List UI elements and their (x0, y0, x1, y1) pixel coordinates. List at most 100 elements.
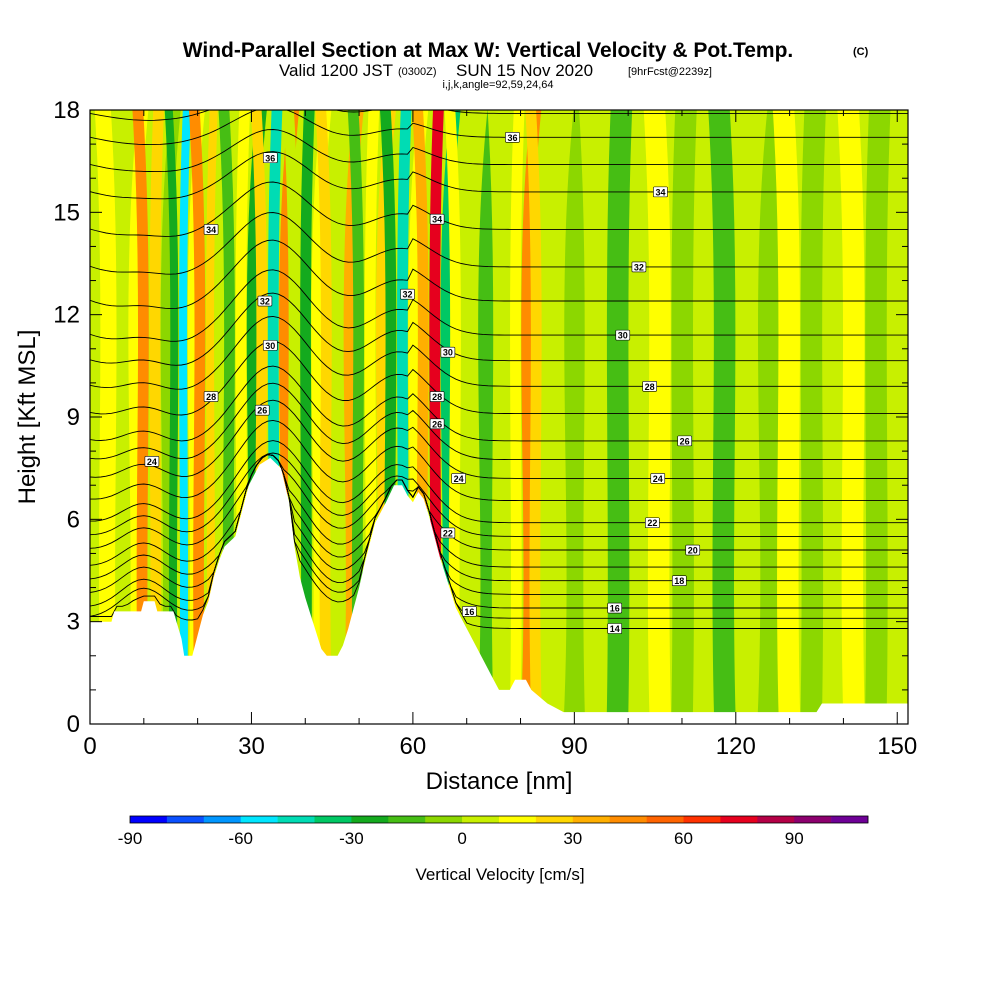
contour-label: 30 (615, 329, 631, 341)
colorbar-swatch (130, 816, 168, 823)
y-tick-label: 6 (67, 506, 80, 533)
contour-label: 16 (607, 602, 623, 614)
subtitle-section: i,j,k,angle=92,59,24,64 (442, 79, 553, 91)
contour-label-text: 28 (206, 392, 216, 402)
contour-label-text: 14 (610, 624, 620, 634)
contour-label-text: 16 (464, 607, 474, 617)
colorbar-swatch (572, 816, 610, 823)
y-tick-label: 15 (53, 199, 80, 226)
theta-contour (90, 399, 908, 479)
theta-contour (90, 419, 908, 502)
y-tick-label: 12 (53, 302, 80, 329)
x-axis: 0 30 60 90 120 150 (83, 110, 917, 760)
contour-label: 32 (257, 295, 273, 307)
colorbar-swatch (683, 816, 721, 823)
colorbar-swatch (277, 816, 315, 823)
contour-label: 36 (505, 131, 520, 143)
y-tick-label: 0 (67, 711, 80, 738)
contour-label-text: 26 (432, 419, 442, 429)
contour-label: 14 (607, 623, 623, 634)
x-tick-label: 90 (561, 733, 588, 760)
y-tick-label: 9 (67, 404, 80, 431)
theta-contour (90, 454, 908, 582)
y-axis-title: Height [Kft MSL] (14, 330, 41, 505)
velocity-band (525, 110, 543, 724)
terrain-mask (90, 457, 908, 724)
colorbar-tick-label: -60 (228, 829, 253, 848)
x-tick-label: 30 (238, 733, 265, 760)
contour-label: 24 (144, 456, 160, 467)
velocity-band (94, 110, 117, 724)
contour-label: 32 (631, 261, 647, 272)
theta-contour (90, 269, 908, 342)
contour-label-text: 28 (432, 392, 442, 402)
contour-label-text: 26 (257, 406, 267, 416)
contour-label: 32 (400, 288, 415, 300)
subtitle-forecast: [9hrFcst@2239z] (628, 66, 712, 78)
theta-contour (90, 110, 908, 121)
contour-label-text: 30 (265, 341, 275, 351)
contour-label-text: 28 (645, 382, 655, 392)
theta-contour (90, 129, 908, 173)
theta-contour (90, 212, 908, 275)
contour-label: 22 (440, 527, 456, 538)
colorbar-swatch (720, 816, 758, 823)
contour-label: 28 (203, 391, 219, 402)
velocity-band (606, 110, 633, 724)
contour-label-text: 32 (260, 297, 270, 307)
colorbar-swatch (425, 816, 463, 823)
velocity-band (487, 110, 510, 724)
x-tick-label: 150 (877, 733, 917, 760)
contour-label-text: 26 (680, 436, 690, 446)
colorbar-swatch (166, 816, 205, 823)
colorbar-swatch (794, 816, 832, 823)
x-tick-label: 0 (83, 733, 96, 760)
contour-label: 26 (429, 418, 445, 429)
contour-label: 28 (642, 380, 657, 392)
colorbar-tick-label: -90 (118, 829, 143, 848)
velocity-band (671, 110, 697, 724)
contour-label: 16 (462, 606, 477, 617)
velocity-band (800, 110, 826, 724)
contour-label: 24 (451, 473, 466, 484)
contour-label-text: 18 (674, 576, 684, 586)
theta-contour (90, 110, 908, 146)
chart-title-suffix: (C) (853, 46, 869, 58)
velocity-band (299, 110, 315, 724)
contour-label: 34 (653, 186, 668, 197)
contour-labels: 36 36 34 34 34 32 32 32 30 30 30 28 28 28 26 26 26 24 24 24… (144, 131, 701, 634)
velocity-band (132, 110, 150, 724)
contour-label-text: 34 (655, 187, 665, 197)
contour-label-text: 36 (507, 133, 517, 143)
contour-label: 34 (429, 213, 445, 225)
theta-contour (90, 315, 908, 390)
contour-label-text: 24 (147, 457, 157, 467)
theta-contour (90, 440, 908, 524)
y-tick-label: 3 (67, 609, 80, 636)
colorbar: -90 -60 -30 0 30 60 90 (118, 815, 869, 848)
colorbar-swatch (314, 816, 352, 823)
colorbar-tick-label: 30 (563, 829, 582, 848)
contour-label: 28 (429, 391, 445, 402)
velocity-band (643, 110, 672, 724)
plot-area: 36 36 34 34 34 32 32 32 30 30 30 28 28 28 26 26 26 24 24 24… (90, 110, 908, 724)
velocity-band (116, 110, 132, 724)
contour-label-text: 24 (454, 474, 464, 484)
contour-label-text: 30 (443, 348, 453, 358)
subtitle-date: SUN 15 Nov 2020 (456, 61, 593, 80)
velocity-band (579, 110, 607, 724)
contour-label: 34 (203, 224, 219, 235)
contour-label: 24 (650, 473, 666, 484)
velocity-band (509, 110, 525, 724)
velocity-band (332, 110, 347, 724)
x-axis-title: Distance [nm] (426, 768, 573, 795)
contour-label: 30 (262, 340, 278, 351)
theta-contour (90, 454, 908, 551)
contour-label-text: 36 (265, 153, 275, 163)
colorbar-tick-label: 0 (457, 829, 466, 848)
contour-label: 26 (254, 404, 270, 416)
y-tick-label: 18 (53, 97, 80, 124)
contour-label: 36 (262, 152, 278, 163)
